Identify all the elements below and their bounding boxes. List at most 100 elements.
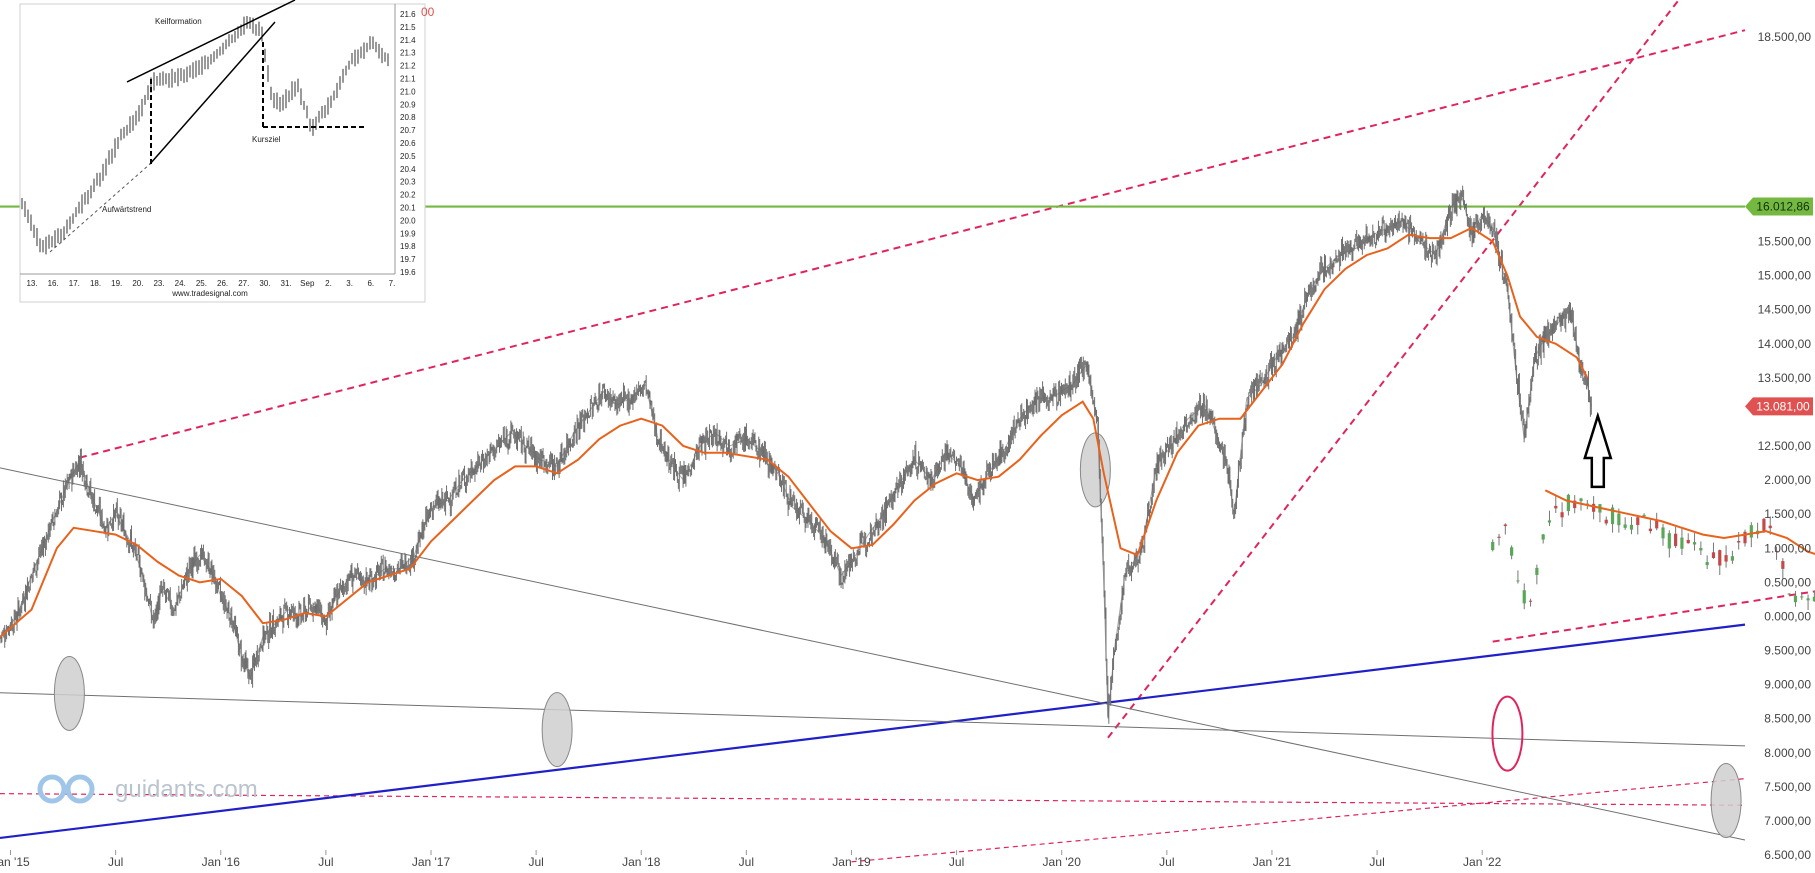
candle-body [1560, 512, 1564, 518]
y-tick-label: 12.500,00 [1758, 439, 1812, 453]
candle-body [1604, 519, 1608, 524]
x-tick-label: Jul [318, 855, 333, 869]
inset-y-tick: 21.2 [400, 62, 416, 71]
watermark-text: guidants.com [115, 776, 258, 803]
inset-y-tick: 19.9 [400, 229, 416, 238]
inset-x-tick: 25. [196, 279, 207, 288]
candle-body [1610, 507, 1615, 525]
x-tick-label: Jul [1369, 855, 1384, 869]
y-tick-label: 9.000,00 [1764, 678, 1811, 692]
up-arrow-annotation [1583, 411, 1613, 489]
y-tick-label: 1.500,00 [1764, 507, 1811, 521]
candle-body [1812, 596, 1815, 602]
watermark: guidants.com [37, 774, 258, 804]
trendline [0, 623, 1746, 840]
trendline [79, 29, 1746, 459]
candle-body [1528, 600, 1533, 602]
x-tick-label: Jan '19 [832, 855, 871, 869]
inset-y-tick: 21.6 [400, 10, 416, 19]
inset-y-tick: 19.6 [400, 268, 416, 277]
top-edge-label: 00 [421, 5, 435, 19]
inset-y-tick: 20.1 [400, 204, 416, 213]
candle-body [1554, 505, 1558, 509]
price-line [0, 192, 1592, 719]
candle-body [1642, 514, 1646, 517]
x-tick-label: Jan '22 [1463, 855, 1502, 869]
inset-x-tick: 13. [26, 279, 37, 288]
price-labels: 16.012,86 13.081,00 [1745, 197, 1813, 416]
inset-trend-line [49, 163, 151, 253]
y-tick-label: 15.500,00 [1758, 235, 1812, 249]
y-tick-label: 15.000,00 [1758, 269, 1812, 283]
candle-body [1768, 525, 1772, 529]
candle-body [1711, 552, 1716, 558]
x-tick-label: Jan '17 [412, 855, 451, 869]
y-tick-label: 14.500,00 [1758, 303, 1812, 317]
x-tick-label: Jan '20 [1043, 855, 1082, 869]
inset-y-tick: 20.4 [400, 165, 416, 174]
ellipse-markers [53, 432, 1742, 838]
candle-body [1774, 551, 1779, 553]
inset-y-tick: 20.2 [400, 191, 416, 200]
series-layer [0, 185, 1815, 724]
candle-body [1806, 598, 1810, 601]
inset-y-tick: 19.7 [400, 255, 416, 264]
x-tick-label: Jan '15 [0, 855, 30, 869]
candle-body [1503, 524, 1507, 527]
candle-body [1762, 518, 1766, 531]
inset-x-tick: 3. [346, 279, 353, 288]
inset-chart: 21.621.521.421.321.221.121.020.920.820.7… [19, 0, 426, 303]
candle-body [1667, 533, 1671, 549]
candle-body [1718, 550, 1722, 566]
candle-body [1787, 593, 1791, 595]
inset-y-tick: 20.5 [400, 152, 416, 161]
price-badge: 13.081,00 [1745, 397, 1813, 416]
x-tick-label: Jan '21 [1253, 855, 1292, 869]
candle-body [1655, 519, 1659, 529]
inset-y-tick: 20.3 [400, 178, 416, 187]
candle-body [1743, 531, 1747, 544]
inset-x-tick: 23. [153, 279, 164, 288]
candle-body [1686, 539, 1690, 544]
candle-body [1592, 503, 1596, 512]
y-tick-label: 6.500,00 [1764, 848, 1811, 862]
x-axis: Jan '15 Jul Jan '16 Jul Jan '17 Jul Jan '18 Jul… [0, 850, 1502, 869]
y-tick-label: 14.000,00 [1758, 337, 1812, 351]
price-badge: 16.012,86 [1745, 197, 1813, 216]
x-tick-label: Jul [949, 855, 964, 869]
trendline [1107, 0, 1680, 739]
inset-y-tick: 20.0 [400, 216, 416, 225]
ellipse-marker [541, 692, 573, 768]
logo-icon [37, 774, 67, 804]
trendline [851, 778, 1746, 863]
inset-x-tick: 16. [48, 279, 59, 288]
candle-body [1781, 561, 1785, 569]
candle-body [1793, 595, 1798, 603]
inset-x-tick: 18. [90, 279, 101, 288]
inset-x-tick: 30. [259, 279, 270, 288]
candle-body [1661, 527, 1665, 539]
candle-body [1573, 500, 1577, 509]
price-badge-box [1745, 197, 1813, 216]
inset-y-tick: 20.8 [400, 113, 416, 122]
ellipse-marker [53, 655, 85, 731]
candle-body [1636, 517, 1640, 525]
candle-body [1648, 528, 1652, 532]
inset-x-tick: 27. [238, 279, 249, 288]
arrow-shape [1583, 411, 1613, 489]
trendline [0, 692, 1746, 747]
logo-icon [65, 774, 95, 804]
projection-average-line [1544, 489, 1815, 555]
inset-x-tick: 2. [325, 279, 332, 288]
moving-average-line [0, 226, 1589, 638]
candle-body [1730, 556, 1734, 561]
inset-x-tick: Sep [300, 279, 315, 288]
candle-body [1737, 541, 1741, 543]
candle-body [1585, 503, 1589, 505]
inset-x-tick: 7. [389, 279, 396, 288]
inset-x-tick: 26. [217, 279, 228, 288]
x-tick-label: Jul [528, 855, 543, 869]
x-tick-label: Jan '18 [622, 855, 661, 869]
inset-y-tick: 20.7 [400, 126, 416, 135]
